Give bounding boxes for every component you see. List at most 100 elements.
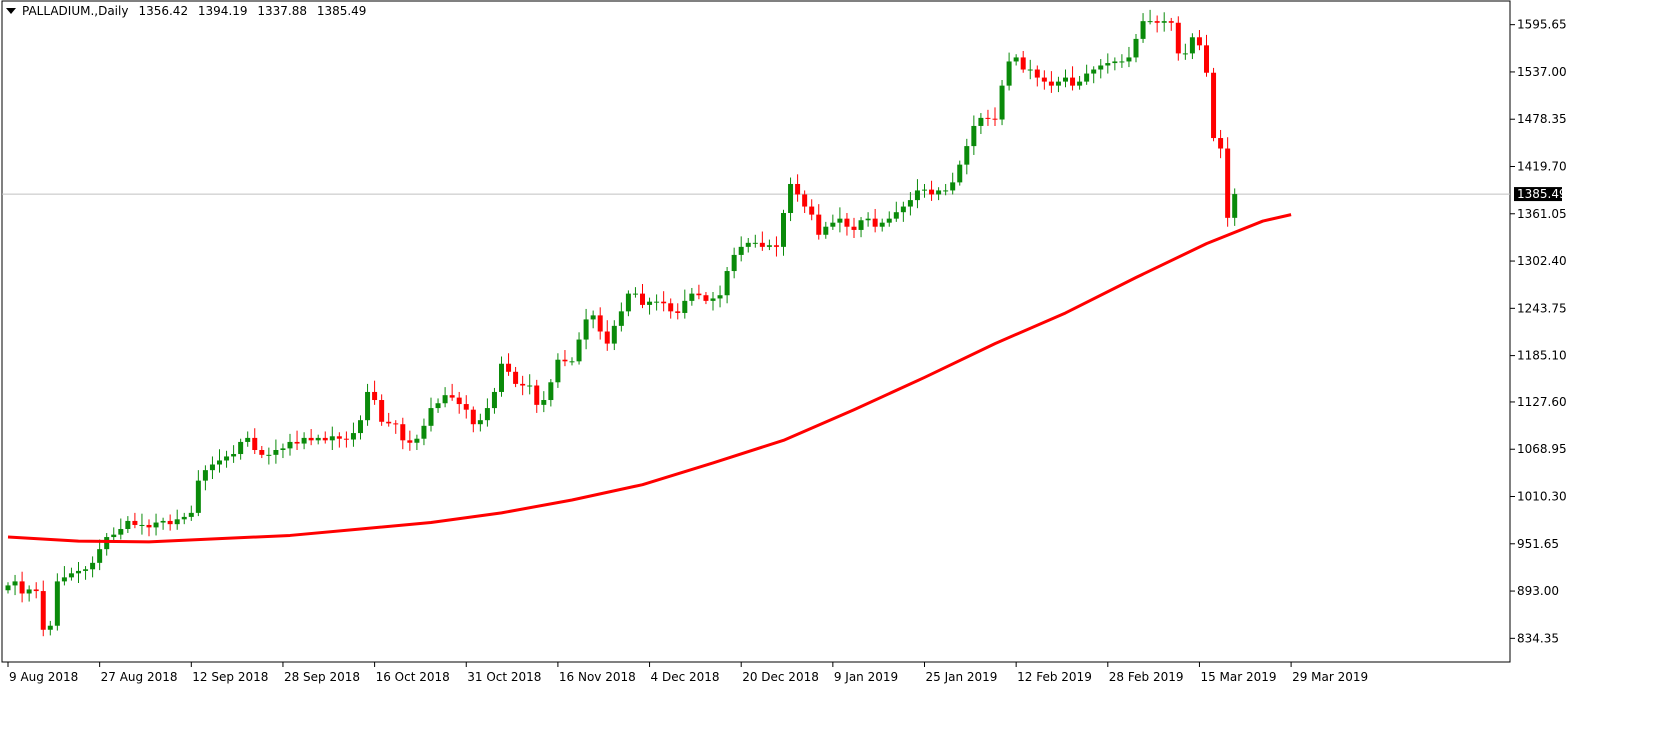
candle-body (160, 520, 166, 523)
candle-body (1063, 77, 1068, 82)
candle-body (569, 361, 575, 363)
candle-body (238, 441, 244, 455)
x-tick-label: 12 Feb 2019 (1017, 670, 1092, 684)
candle-body (900, 206, 906, 213)
candle-body (696, 293, 702, 296)
candle-body (943, 190, 949, 192)
candle-body (731, 254, 737, 272)
candle-body (1041, 77, 1047, 82)
candle-body (365, 391, 371, 421)
candle-body (914, 190, 920, 201)
candle-body (520, 383, 526, 386)
candle-body (562, 359, 568, 362)
x-tick-label: 25 Jan 2019 (926, 670, 998, 684)
candle-body (1119, 61, 1125, 63)
low-value: 1337.88 (257, 4, 307, 18)
candle-body (879, 222, 885, 227)
candle-body (421, 425, 427, 439)
candle-body (111, 534, 117, 538)
candle-body (449, 395, 455, 398)
candle-body (745, 242, 751, 247)
candle-body (703, 295, 709, 301)
candle-body (576, 339, 582, 362)
candle-body (541, 400, 547, 405)
candle-body (548, 382, 554, 401)
candle-body (1112, 61, 1118, 64)
candle-body (146, 524, 152, 528)
candle-body (661, 301, 667, 304)
candle-body (273, 449, 279, 455)
candle-body (936, 190, 942, 195)
candle-body (802, 194, 808, 207)
candle-body (40, 591, 46, 630)
y-tick-label: 1127.60 (1517, 395, 1567, 409)
candle-body (1126, 57, 1132, 62)
y-tick-label: 1068.95 (1517, 442, 1567, 456)
candle-body (837, 218, 843, 223)
x-tick-label: 16 Oct 2018 (376, 670, 450, 684)
candle-body (1225, 148, 1231, 218)
candle-body (795, 183, 801, 195)
candle-body (188, 512, 194, 517)
candle-body (1020, 57, 1026, 70)
candle-body (287, 441, 293, 449)
candle-body (1218, 138, 1224, 149)
candle-body (1175, 22, 1181, 54)
candle-body (872, 218, 878, 227)
candle-body (654, 301, 660, 303)
dropdown-triangle-icon[interactable] (6, 8, 16, 14)
moving-average-line (7, 213, 1292, 544)
candle-body (1048, 81, 1054, 86)
candle-body (336, 436, 342, 439)
candle-body (1098, 65, 1104, 70)
candle-body (470, 409, 476, 425)
candle-body (964, 146, 970, 165)
candle-body (1211, 72, 1217, 139)
x-tick-label: 27 Aug 2018 (101, 670, 178, 684)
candle-body (1182, 53, 1188, 55)
candle-body (97, 549, 103, 563)
candle-body (12, 581, 18, 586)
candle-body (647, 301, 653, 305)
candle-body (484, 408, 490, 421)
candle-body (358, 420, 363, 434)
candle-body (886, 218, 892, 223)
high-value: 1394.19 (197, 4, 248, 18)
candle-body (717, 295, 723, 299)
candle-body (400, 424, 406, 441)
candle-body (929, 189, 935, 195)
candle-body (830, 222, 836, 227)
candle-body (809, 206, 815, 215)
candle-body (759, 242, 765, 247)
candle-body (266, 454, 272, 456)
y-tick-label: 1302.40 (1517, 254, 1567, 268)
candle-body (689, 293, 695, 301)
candle-body (1055, 81, 1061, 86)
symbol-label: PALLADIUM.,Daily (22, 4, 129, 18)
candle-body (1140, 21, 1146, 39)
x-tick-label: 9 Jan 2019 (834, 670, 898, 684)
close-value: 1385.49 (316, 4, 367, 18)
candle-body (858, 220, 864, 230)
y-tick-label: 1478.35 (1517, 112, 1567, 126)
candle-body (978, 117, 984, 126)
candle-body (118, 528, 124, 535)
candle-body (83, 569, 89, 571)
candle-body (534, 385, 540, 405)
candle-body (435, 403, 441, 409)
candle-body (195, 480, 201, 513)
candle-body (301, 437, 307, 444)
candle-body (1161, 21, 1167, 23)
candle-body (1105, 63, 1111, 66)
candle-body (139, 524, 145, 526)
candle-body (322, 437, 328, 441)
candle-body (456, 397, 462, 405)
plot-frame (1, 0, 1511, 663)
candle-body (54, 581, 60, 626)
candle-body (1204, 45, 1209, 73)
candle-body (153, 522, 159, 528)
candle-body (1147, 21, 1153, 23)
y-tick-label: 1185.10 (1517, 349, 1567, 363)
candle-body (513, 371, 519, 384)
candle-body (26, 589, 32, 594)
